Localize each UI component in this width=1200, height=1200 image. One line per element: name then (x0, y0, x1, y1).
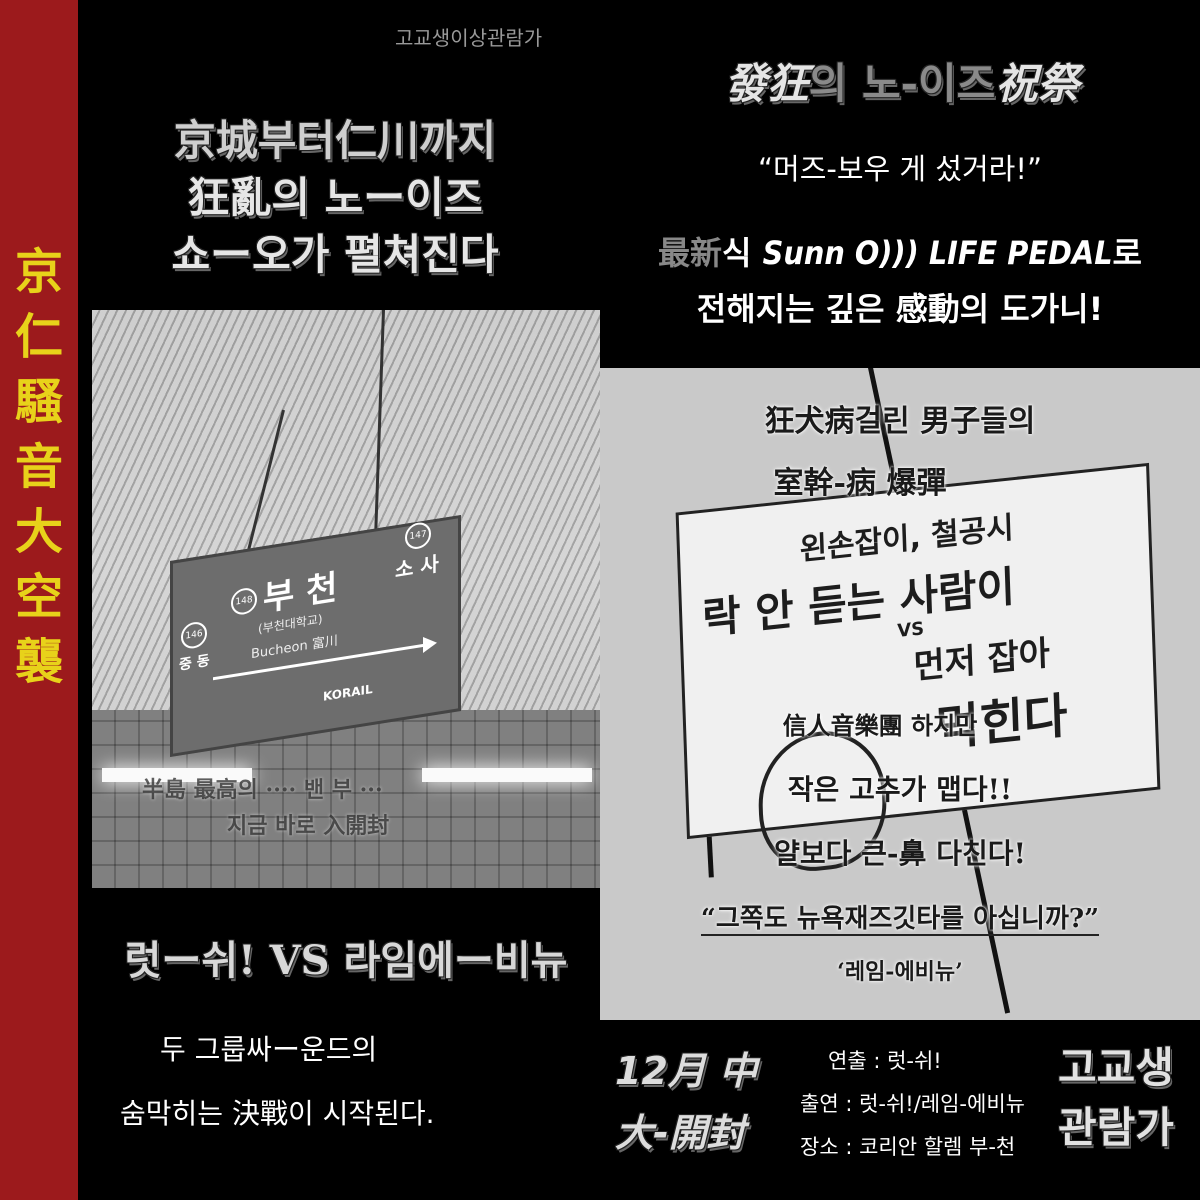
credit-venue: 장소 : 코리안 할렘 부-천 (800, 1135, 1016, 1159)
release-date: 12月 中 大-開封 (615, 1040, 757, 1164)
rating-watermark: 고교생이상관람가 (395, 26, 543, 50)
rating-line: 관람가 (1058, 1103, 1174, 1152)
rating-label: 고교생 관람가 (1058, 1038, 1174, 1158)
pedal-line-part: 最新 (658, 234, 723, 272)
release-date-line: 12月 中 (615, 1049, 758, 1093)
pedal-line: 最新식 Sunn O))) LIFE PEDAL로 (600, 228, 1200, 274)
credits: 연출 : 럿-쉬! 출연 : 럿-쉬!/레임-에비뉴 장소 : 코리안 할렘 부… (800, 1040, 1025, 1169)
left-headline: 京城부터仁川까지 狂亂의 노ー이즈 쇼ー오가 펼쳐진다 (100, 112, 570, 283)
credit-director: 연출 : 럿-쉬! (828, 1049, 942, 1073)
prev-station-name: 중 동 (179, 652, 210, 674)
ceiling-light (102, 768, 252, 782)
next-station-name: 소 사 (395, 551, 439, 583)
vertical-title-char: 襲 (14, 634, 63, 690)
headline-line: 狂亂의 노ー이즈 (187, 173, 483, 222)
release-date-line: 大-開封 (615, 1111, 745, 1155)
vertical-title-char: 仁 (14, 309, 63, 365)
banner-photo: 왼손잡이, 철공시 락 안 듣는 사람이 VS 먼저 잡아 먹힌다 狂犬病걸린 … (600, 368, 1200, 1020)
vertical-title-char: 京 (14, 244, 63, 300)
photo-overlay-line: 지금 바로 入開封 (227, 813, 390, 839)
flag-handwriting: 락 안 듣는 사람이 (701, 561, 1016, 644)
pedal-line-part: 식 (722, 234, 763, 272)
next-station-number-badge: 147 (405, 520, 431, 551)
rating-line: 고교생 (1058, 1043, 1174, 1092)
credit-cast: 출연 : 럿-쉬!/레임-에비뉴 (800, 1092, 1025, 1116)
banner-caption: 얄보다 큰-鼻 다친다! (774, 837, 1026, 870)
pedal-brand: Sunn O))) LIFE PEDAL (762, 234, 1113, 272)
prev-station-number-badge: 146 (181, 620, 207, 651)
battle-title: 럿ー쉬! VS 라임에ー비뉴 (124, 937, 568, 984)
photo-overlay-line: 半島 最高의 ···· 밴 부 ··· (142, 777, 383, 803)
vertical-title-char: 騷 (14, 374, 63, 430)
vertical-title-char: 空 (14, 569, 63, 625)
vertical-title-char: 音 (14, 439, 63, 495)
vertical-title-char: 大 (14, 504, 63, 560)
headline-line: 쇼ー오가 펼쳐진다 (171, 230, 499, 279)
pedal-line-part: 로 (1112, 234, 1142, 272)
red-side-strip (0, 0, 78, 1200)
banner-caption: 狂犬病걸린 男子들의 (764, 404, 1036, 439)
station-name: 부 천 (263, 567, 338, 620)
station-photo: 148 부 천 (부천대학교) Bucheon 富川 146 중 동 147 소… (92, 310, 600, 888)
headline-line: 京城부터仁川까지 (173, 116, 497, 165)
festival-title-part: 의 노-이즈 (808, 59, 996, 108)
battle-subtitle: 두 그룹싸ー운드의 (160, 1033, 378, 1066)
vertical-title: 京 仁 騷 音 大 空 襲 (0, 240, 78, 695)
banner-caption: 室幹-病 爆彈 (773, 466, 947, 501)
banner-caption: 작은 고추가 맵다!! (787, 773, 1013, 806)
banner-caption: “그쪽도 뉴욕재즈깃타를 아십니까?” (600, 898, 1200, 936)
station-number-badge: 148 (231, 586, 257, 617)
festival-title: 發狂의 노-이즈祝祭 (612, 50, 1192, 111)
banner-caption-text: “그쪽도 뉴욕재즈깃타를 아십니까?” (700, 904, 1100, 936)
banner-caption: 信人音樂團 하지만 (782, 711, 978, 740)
banner-caption: ‘레임-에비뉴’ (837, 959, 963, 985)
ceiling-light (422, 768, 592, 782)
pedal-line: 전해지는 깊은 感動의 도가니! (696, 290, 1104, 328)
festival-title-part: 祝祭 (995, 59, 1080, 108)
battle-subtitle: 숨막히는 決戰이 시작된다. (120, 1097, 435, 1130)
festival-quote: “머즈-보우 게 섰거라!” (757, 152, 1042, 186)
korail-logo: KORAIL (323, 681, 373, 704)
festival-title-part: 發狂 (724, 59, 809, 108)
